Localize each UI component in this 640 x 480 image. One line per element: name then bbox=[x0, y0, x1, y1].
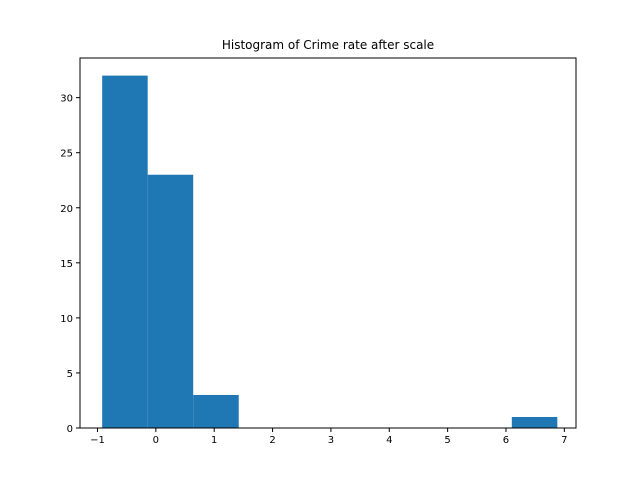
chart-title: Histogram of Crime rate after scale bbox=[222, 38, 434, 52]
histogram-bar-2 bbox=[193, 394, 239, 428]
y-tick-label: 5 bbox=[67, 369, 73, 380]
y-tick-label: 20 bbox=[60, 204, 73, 215]
x-tick-label: 5 bbox=[444, 435, 450, 446]
x-tick-label: 6 bbox=[503, 435, 509, 446]
y-tick-label: 0 bbox=[67, 424, 73, 435]
x-axis-ticks: −1 0 1 2 3 4 5 6 7 bbox=[90, 428, 568, 446]
plot-frame bbox=[79, 57, 577, 429]
y-axis-ticks: 0 5 10 15 20 25 30 bbox=[60, 94, 80, 435]
y-tick-label: 10 bbox=[60, 314, 73, 325]
y-tick-label: 25 bbox=[60, 149, 73, 160]
x-tick-label: 7 bbox=[561, 435, 567, 446]
y-tick-label: 15 bbox=[60, 259, 73, 270]
x-tick-label: 0 bbox=[153, 435, 159, 446]
histogram-bar-1 bbox=[147, 174, 194, 428]
bars-group bbox=[102, 75, 558, 428]
x-tick-label: −1 bbox=[90, 435, 105, 446]
x-tick-label: 2 bbox=[269, 435, 275, 446]
histogram-bar-0 bbox=[102, 75, 148, 428]
x-tick-label: 1 bbox=[211, 435, 217, 446]
y-tick-label: 30 bbox=[60, 94, 73, 105]
histogram-bar-9 bbox=[511, 416, 558, 428]
x-tick-label: 3 bbox=[328, 435, 334, 446]
x-tick-label: 4 bbox=[386, 435, 392, 446]
